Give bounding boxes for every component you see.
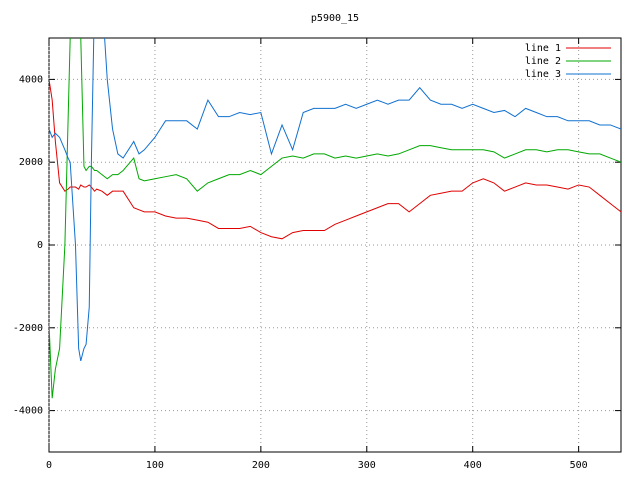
x-tick-label: 200 <box>252 460 270 471</box>
y-tick-label: 2000 <box>19 157 43 168</box>
y-tick-label: 4000 <box>19 74 43 85</box>
x-tick-label: 500 <box>570 460 588 471</box>
y-tick-label: 0 <box>37 240 43 251</box>
legend-label: line 1 <box>525 43 561 54</box>
series-line <box>49 38 621 362</box>
y-tick-label: -4000 <box>13 406 43 417</box>
plot-frame <box>48 37 622 453</box>
x-tick-label: 100 <box>146 460 164 471</box>
y-tick-label: -2000 <box>13 323 43 334</box>
x-tick-label: 400 <box>464 460 482 471</box>
legend-label: line 3 <box>525 69 561 80</box>
legend-label: line 2 <box>525 56 561 67</box>
series-line <box>49 38 621 399</box>
series-line <box>49 79 621 240</box>
x-tick-label: 300 <box>358 460 376 471</box>
chart-title: p5900_15 <box>311 13 359 24</box>
x-tick-label: 0 <box>46 460 52 471</box>
